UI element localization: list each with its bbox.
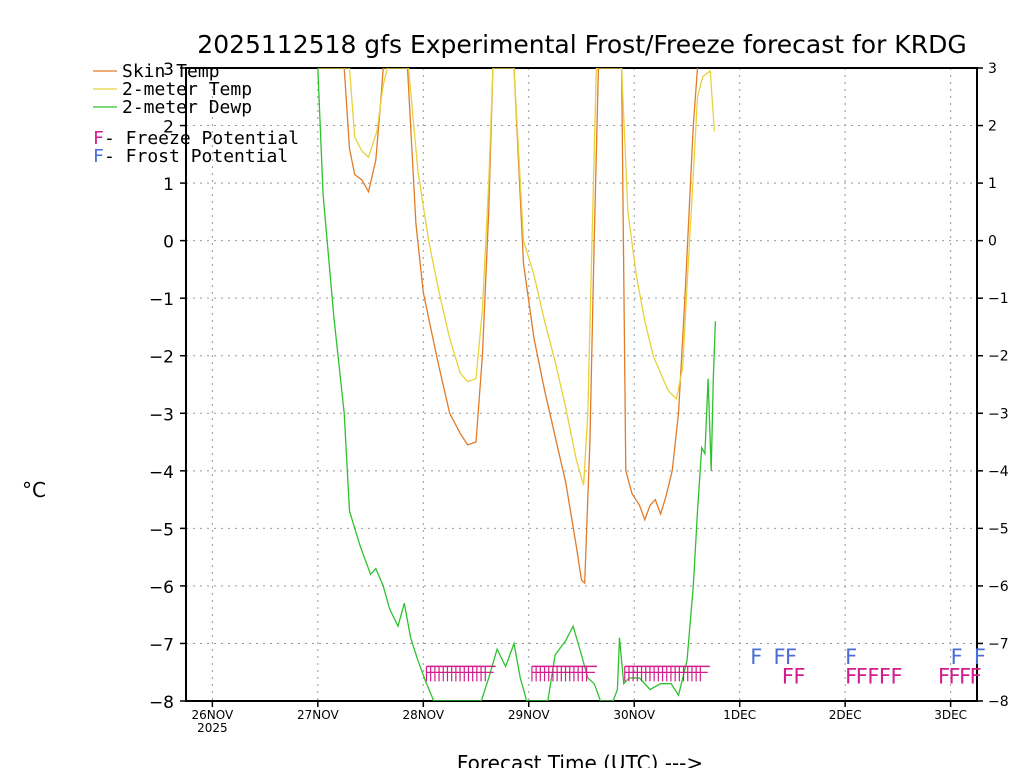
y-tick-label-right: 2 (988, 119, 997, 135)
frost-potential-flag: F (845, 645, 857, 669)
x-tick-label: 29NOV (508, 708, 550, 722)
series-lines (317, 68, 717, 701)
gridlines (186, 67, 977, 702)
legend-label: 2-meter Temp (122, 79, 252, 100)
x-tick-label: 28NOV (402, 708, 444, 722)
frost-potential-flag: F (974, 645, 986, 669)
y-tick-label-right: −6 (988, 579, 1009, 595)
y-tick-label-right: −3 (988, 406, 1009, 422)
y-tick-label: −3 (149, 405, 174, 425)
y-axis-right: 3 2 1 0 −1 −2 −3 −4 −5 −6 −7 −8 (977, 61, 1009, 710)
series-line-2-meter-dewp (317, 68, 717, 701)
x-tick-label: 26NOV (192, 708, 234, 722)
x-tick-label: 30NOV (613, 708, 655, 722)
freeze-potential-flag: F (867, 664, 879, 688)
freeze-potential-flag: F (891, 664, 903, 688)
chart-title: 2025112518 gfs Experimental Frost/Freeze… (197, 30, 966, 59)
legend-potential-label: - Frost Potential (104, 146, 288, 167)
y-tick-label-right: −7 (988, 636, 1009, 652)
frost-potential-flag: F (773, 645, 785, 669)
freeze-hatch-marks (425, 665, 710, 682)
y-tick-label: −2 (149, 348, 174, 368)
y-tick-label: 2 (163, 118, 174, 138)
y-tick-label-right: −2 (988, 349, 1009, 365)
frost-potential-flag: F (750, 645, 762, 669)
y-tick-label: −1 (149, 290, 174, 310)
y-axis-label: °C (22, 478, 46, 502)
freeze-potential-flag: F (949, 664, 961, 688)
x-tick-label: 3DEC (934, 708, 967, 722)
x-tick-label: 27NOV (297, 708, 339, 722)
x-tick-label: 1DEC (723, 708, 756, 722)
freeze-potential-flag: F (879, 664, 891, 688)
freeze-potential-flag: F (959, 664, 971, 688)
y-tick-label-right: −5 (988, 521, 1009, 537)
y-tick-label: 1 (163, 175, 174, 195)
frost-potential-flag: F (951, 645, 963, 669)
y-tick-label: −7 (149, 635, 174, 655)
y-tick-label-right: 3 (988, 61, 997, 77)
legend-potential-label: - Freeze Potential (104, 128, 299, 149)
y-axis-left: 3 2 1 0 −1 −2 −3 −4 −5 −6 −7 −8 (149, 60, 186, 713)
freeze-potential-flag: F (782, 664, 794, 688)
series-line-skin-temp (317, 68, 699, 585)
y-tick-label: −5 (149, 520, 174, 540)
y-tick-label: 0 (163, 233, 174, 253)
y-tick-label: −6 (149, 578, 174, 598)
plot-frame (185, 67, 978, 702)
freeze-potential-flag: F (793, 664, 805, 688)
y-tick-label-right: −4 (988, 464, 1009, 480)
y-tick-label-right: 0 (988, 234, 997, 250)
freeze-potential-flag: F (856, 664, 868, 688)
legend-potential-symbol: F (93, 146, 104, 167)
freeze-potential-flag: F (845, 664, 857, 688)
y-tick-label-right: −1 (988, 291, 1009, 307)
y-tick-label-right: 1 (988, 176, 997, 192)
legend-label: 2-meter Dewp (122, 97, 252, 118)
freeze-potential-flag: F (970, 664, 982, 688)
series-line-2-meter-temp (317, 68, 716, 486)
legend-label: Skin Temp (122, 61, 220, 82)
y-tick-label: −8 (149, 693, 174, 713)
x-tick-sublabel: 2025 (197, 721, 228, 735)
x-axis-label: Forecast Time (UTC) ---> (457, 751, 703, 768)
plot-border (185, 67, 978, 702)
x-tick-label: 2DEC (829, 708, 862, 722)
legend-potential-symbol: F (93, 128, 104, 149)
y-tick-label: −4 (149, 463, 174, 483)
y-tick-label-right: −8 (988, 694, 1009, 710)
y-tick-label: 3 (163, 60, 174, 80)
frost-potential-flag: F (785, 645, 797, 669)
freeze-potential-flag: F (938, 664, 950, 688)
